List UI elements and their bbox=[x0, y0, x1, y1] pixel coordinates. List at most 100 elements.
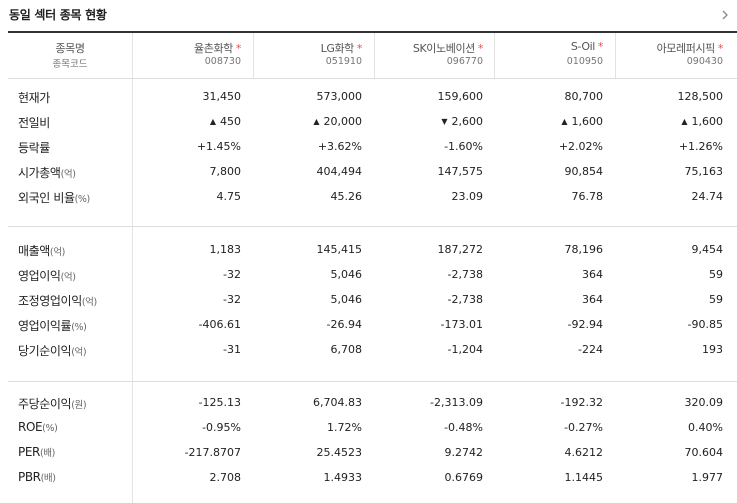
row-label-text: 외국인 비율 bbox=[18, 191, 75, 205]
cell-value: 20,000 bbox=[323, 115, 363, 128]
cell-value: -1,204 bbox=[447, 343, 483, 356]
table-row: PER(배) -217.8707 25.4523 9.2742 4.6212 70.604 bbox=[0, 441, 737, 465]
table-cell: 7,800 bbox=[210, 165, 242, 178]
header-code-label: 종목코드 bbox=[52, 59, 88, 70]
company-name-link[interactable]: 아모레퍼시픽 * bbox=[657, 40, 724, 56]
row-label: 등락률 bbox=[18, 139, 50, 156]
cell-value: -0.27% bbox=[564, 421, 603, 434]
company-name-link[interactable]: SK이노베이션 * bbox=[413, 40, 484, 56]
table-cell: 0.6769 bbox=[445, 471, 484, 484]
table-cell: ▲ 1,600 bbox=[561, 115, 603, 128]
row-unit: (억) bbox=[49, 247, 65, 258]
cell-value: 0.40% bbox=[688, 421, 723, 434]
table-cell: -406.61 bbox=[199, 318, 241, 331]
table-cell: 5,046 bbox=[331, 293, 363, 306]
table-cell: -0.95% bbox=[202, 421, 241, 434]
row-label: 외국인 비율(%) bbox=[18, 189, 90, 206]
column-divider bbox=[132, 33, 133, 503]
cell-value: 78,196 bbox=[564, 243, 604, 256]
row-unit: (배) bbox=[40, 473, 56, 484]
table-cell: 187,272 bbox=[438, 243, 484, 256]
cell-value: -92.94 bbox=[567, 318, 603, 331]
chevron-right-icon[interactable] bbox=[719, 9, 731, 21]
company-name-link[interactable]: S-Oil * bbox=[571, 40, 604, 53]
table-cell: -2,738 bbox=[448, 293, 483, 306]
cell-value: -125.13 bbox=[198, 396, 241, 409]
header-label-cell: 종목명 종목코드 bbox=[8, 38, 132, 78]
row-unit: (억) bbox=[71, 347, 87, 358]
cell-value: 147,575 bbox=[437, 165, 484, 178]
table-row: 등락률 +1.45% +3.62% -1.60% +2.02% +1.26% bbox=[0, 135, 737, 159]
table-row: PBR(배) 2.708 1.4933 0.6769 1.1445 1.977 bbox=[0, 466, 737, 490]
table-cell: ▲ 450 bbox=[210, 115, 241, 128]
cell-value: 2.708 bbox=[209, 471, 242, 484]
table-cell: 2.708 bbox=[210, 471, 242, 484]
row-label: 영업이익(억) bbox=[18, 267, 76, 284]
table-cell: -224 bbox=[578, 343, 603, 356]
cell-value: 193 bbox=[702, 343, 723, 356]
table-cell: 128,500 bbox=[678, 90, 724, 103]
table-cell: +3.62% bbox=[318, 140, 362, 153]
header-company-cell: LG화학 * 051910 bbox=[254, 38, 372, 78]
table-cell: ▲ 1,600 bbox=[681, 115, 723, 128]
table-cell: 9.2742 bbox=[445, 446, 484, 459]
company-name-link[interactable]: 율촌화학 * bbox=[194, 40, 241, 56]
table-cell: -192.32 bbox=[561, 396, 603, 409]
row-label-text: PER bbox=[18, 445, 40, 459]
cell-value: 6,704.83 bbox=[313, 396, 362, 409]
company-code: 090430 bbox=[686, 56, 723, 67]
table-row: ROE(%) -0.95% 1.72% -0.48% -0.27% 0.40% bbox=[0, 416, 737, 440]
cell-value: 45.26 bbox=[330, 190, 363, 203]
table-cell: 45.26 bbox=[331, 190, 363, 203]
table-cell: +1.26% bbox=[679, 140, 723, 153]
table-row: 당기순이익(억) -31 6,708 -1,204 -224 193 bbox=[0, 338, 737, 362]
company-name: LG화학 bbox=[320, 42, 355, 55]
table-cell: 1.977 bbox=[692, 471, 724, 484]
cell-value: 1.1445 bbox=[564, 471, 604, 484]
column-divider bbox=[253, 33, 254, 78]
table-cell: -1,204 bbox=[448, 343, 483, 356]
cell-value: -2,738 bbox=[447, 293, 483, 306]
cell-value: 1.977 bbox=[691, 471, 724, 484]
cell-value: -26.94 bbox=[326, 318, 362, 331]
table-cell: 76.78 bbox=[572, 190, 604, 203]
row-label-text: 현재가 bbox=[18, 91, 50, 105]
company-name-link[interactable]: LG화학 * bbox=[320, 40, 363, 56]
cell-value: 1,183 bbox=[209, 243, 242, 256]
table-cell: 24.74 bbox=[692, 190, 724, 203]
column-divider bbox=[494, 33, 495, 78]
row-label: 주당순이익(원) bbox=[18, 395, 87, 412]
table-cell: +2.02% bbox=[559, 140, 603, 153]
table-cell: 78,196 bbox=[565, 243, 604, 256]
cell-value: 75,163 bbox=[684, 165, 724, 178]
row-unit: (%) bbox=[71, 322, 87, 333]
header-company-cell: 율촌화학 * 008730 bbox=[133, 38, 251, 78]
cell-value: +1.26% bbox=[678, 140, 723, 153]
row-label-text: 조정영업이익 bbox=[18, 294, 82, 308]
cell-value: 364 bbox=[582, 268, 603, 281]
table-cell: -2,313.09 bbox=[430, 396, 483, 409]
table-cell: 59 bbox=[709, 268, 723, 281]
table-cell: 4.75 bbox=[217, 190, 242, 203]
cell-value: +3.62% bbox=[317, 140, 362, 153]
table-cell: -32 bbox=[223, 268, 241, 281]
company-name: 율촌화학 bbox=[194, 42, 233, 55]
section-divider bbox=[8, 226, 737, 227]
cell-value: +1.45% bbox=[196, 140, 241, 153]
cell-value: -224 bbox=[578, 343, 603, 356]
row-label: 영업이익률(%) bbox=[18, 317, 87, 334]
row-label-text: 주당순이익 bbox=[18, 397, 72, 411]
table-cell: 1.1445 bbox=[565, 471, 604, 484]
row-label-text: 등락률 bbox=[18, 141, 50, 155]
cell-value: 1,600 bbox=[571, 115, 604, 128]
cell-value: 1.4933 bbox=[323, 471, 363, 484]
row-unit: (배) bbox=[39, 448, 55, 459]
cell-value: -0.95% bbox=[202, 421, 241, 434]
table-cell: 159,600 bbox=[438, 90, 484, 103]
table-cell: 1.4933 bbox=[324, 471, 363, 484]
cell-value: -90.85 bbox=[687, 318, 723, 331]
row-label: PBR(배) bbox=[18, 470, 56, 484]
triangle-up-icon: ▲ bbox=[681, 117, 688, 126]
table-row: 외국인 비율(%) 4.75 45.26 23.09 76.78 24.74 bbox=[0, 185, 737, 209]
cell-value: 59 bbox=[709, 268, 723, 281]
